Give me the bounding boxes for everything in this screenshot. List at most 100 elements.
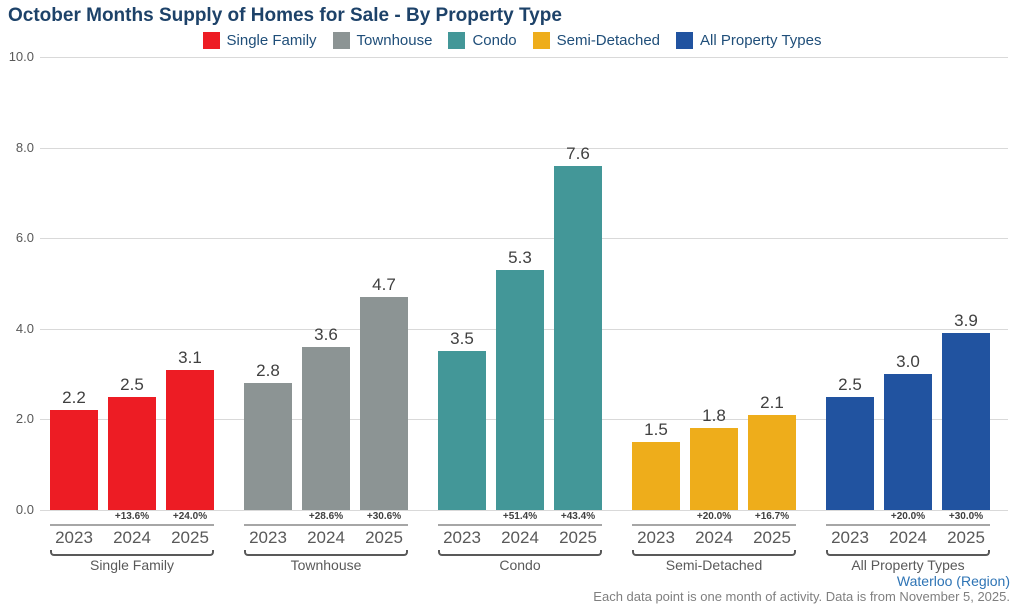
bar[interactable] — [244, 383, 292, 510]
y-axis: 0.0 2.0 4.0 6.0 8.0 10.0 — [0, 49, 34, 517]
legend-swatch-icon — [676, 31, 694, 49]
pct-change-row: +51.4% +43.4% — [438, 510, 602, 524]
group-label: Condo — [499, 557, 541, 573]
chart-area: 0.0 2.0 4.0 6.0 8.0 10.0 2.2 2.5 3.1 +13.6% +24.0… — [0, 49, 1024, 573]
bar-column: 3.6 — [302, 57, 350, 510]
year-labels-row: 2023 2024 2025 — [438, 528, 602, 548]
gridline — [40, 238, 1008, 240]
year-label: 2023 — [443, 528, 481, 547]
bar-group: 2.5 3.0 3.9 +20.0% +30.0% 2023 2024 2025 All Pro… — [826, 57, 990, 573]
group-bracket — [244, 550, 408, 556]
year-label: 2025 — [947, 528, 985, 547]
year-label: 2023 — [55, 528, 93, 547]
footer: Waterloo (Region) Each data point is one… — [0, 573, 1024, 605]
legend-swatch-icon — [332, 31, 350, 49]
year-label: 2024 — [307, 528, 345, 547]
bar-column: 3.9 — [942, 57, 990, 510]
bar-column: 5.3 — [496, 57, 544, 510]
bar-column: 2.2 — [50, 57, 98, 510]
footnote: Each data point is one month of activity… — [593, 589, 1010, 604]
bar[interactable] — [554, 166, 602, 510]
pct-change-label: +43.4% — [560, 511, 596, 522]
group-label: Single Family — [89, 557, 175, 573]
pct-change-label: +13.6% — [114, 511, 150, 522]
bar[interactable] — [826, 397, 874, 510]
group-divider-line — [438, 524, 602, 526]
bar-value-label: 5.3 — [508, 248, 532, 267]
pct-change-label: +20.0% — [696, 511, 732, 522]
bar[interactable] — [496, 270, 544, 510]
y-axis-tick-label: 0.0 — [15, 502, 34, 517]
bar[interactable] — [166, 370, 214, 510]
group-divider-line — [244, 524, 408, 526]
legend-item-label: Single Family — [226, 31, 317, 49]
bar-column: 3.1 — [166, 57, 214, 510]
legend-item-label: Townhouse — [356, 31, 433, 49]
legend-swatch-icon — [202, 31, 220, 49]
legend-item[interactable]: All Property Types — [676, 31, 822, 49]
year-label: 2023 — [249, 528, 287, 547]
legend-item-label: All Property Types — [700, 31, 822, 49]
bar[interactable] — [360, 297, 408, 510]
pct-change-label: +28.6% — [308, 511, 344, 522]
bar-value-label: 2.5 — [838, 375, 862, 394]
bars-row: 3.5 5.3 7.6 — [438, 57, 602, 510]
bar-column: 2.1 — [748, 57, 796, 510]
group-bracket — [826, 550, 990, 556]
year-label: 2025 — [365, 528, 403, 547]
year-label: 2025 — [559, 528, 597, 547]
bar-column: 4.7 — [360, 57, 408, 510]
y-axis-tick-label: 6.0 — [15, 230, 34, 246]
legend-item[interactable]: Townhouse — [332, 31, 433, 49]
year-labels-row: 2023 2024 2025 — [50, 528, 214, 548]
year-label: 2024 — [889, 528, 927, 547]
year-label: 2025 — [753, 528, 791, 547]
legend-item[interactable]: Condo — [448, 31, 517, 49]
pct-change-row: +20.0% +30.0% — [826, 510, 990, 524]
bar-group: 3.5 5.3 7.6 +51.4% +43.4% 2023 2024 2025 Condo — [438, 57, 602, 573]
group-bracket — [632, 550, 796, 556]
bar[interactable] — [690, 428, 738, 510]
bar-value-label: 3.9 — [954, 311, 978, 330]
bar-group: 2.8 3.6 4.7 +28.6% +30.6% 2023 2024 2025 Townhou… — [244, 57, 408, 573]
bar[interactable] — [632, 442, 680, 510]
legend: Single Family Townhouse Condo Semi-Detached… — [0, 29, 1024, 51]
legend-item[interactable]: Semi-Detached — [532, 31, 660, 49]
pct-change-label — [244, 510, 292, 524]
bar[interactable] — [50, 410, 98, 510]
pct-change-label: +30.6% — [366, 511, 402, 522]
group-label: Semi-Detached — [665, 557, 763, 573]
y-axis-tick-label: 10.0 — [8, 49, 34, 64]
bar[interactable] — [438, 351, 486, 510]
pct-change-label: +20.0% — [890, 511, 926, 522]
year-labels-row: 2023 2024 2025 — [632, 528, 796, 548]
group-bracket — [50, 550, 214, 556]
gridline — [40, 147, 1008, 149]
year-label: 2023 — [637, 528, 675, 547]
bar-value-label: 3.6 — [314, 325, 338, 344]
year-label: 2024 — [501, 528, 539, 547]
pct-change-label — [50, 510, 98, 524]
pct-change-row: +28.6% +30.6% — [244, 510, 408, 524]
bar-value-label: 2.2 — [62, 388, 86, 407]
bar[interactable] — [302, 347, 350, 510]
pct-change-label — [438, 510, 486, 524]
bar-value-label: 4.7 — [372, 275, 396, 294]
pct-change-row: +13.6% +24.0% — [50, 510, 214, 524]
bars-row: 2.8 3.6 4.7 — [244, 57, 408, 510]
legend-item[interactable]: Single Family — [202, 31, 317, 49]
gridline — [40, 57, 1008, 58]
bar[interactable] — [884, 374, 932, 510]
region-link[interactable]: Waterloo (Region) — [896, 573, 1010, 589]
bar[interactable] — [748, 415, 796, 510]
bar-column: 3.0 — [884, 57, 932, 510]
pct-change-label — [826, 510, 874, 524]
plot-area: 2.2 2.5 3.1 +13.6% +24.0% 2023 2024 2025 Single … — [40, 57, 1008, 573]
bar-column: 2.8 — [244, 57, 292, 510]
bar[interactable] — [108, 397, 156, 510]
bar-value-label: 2.5 — [120, 375, 144, 394]
year-label: 2024 — [695, 528, 733, 547]
group-divider-line — [632, 524, 796, 526]
bar[interactable] — [942, 333, 990, 510]
bar-value-label: 7.6 — [566, 144, 590, 163]
